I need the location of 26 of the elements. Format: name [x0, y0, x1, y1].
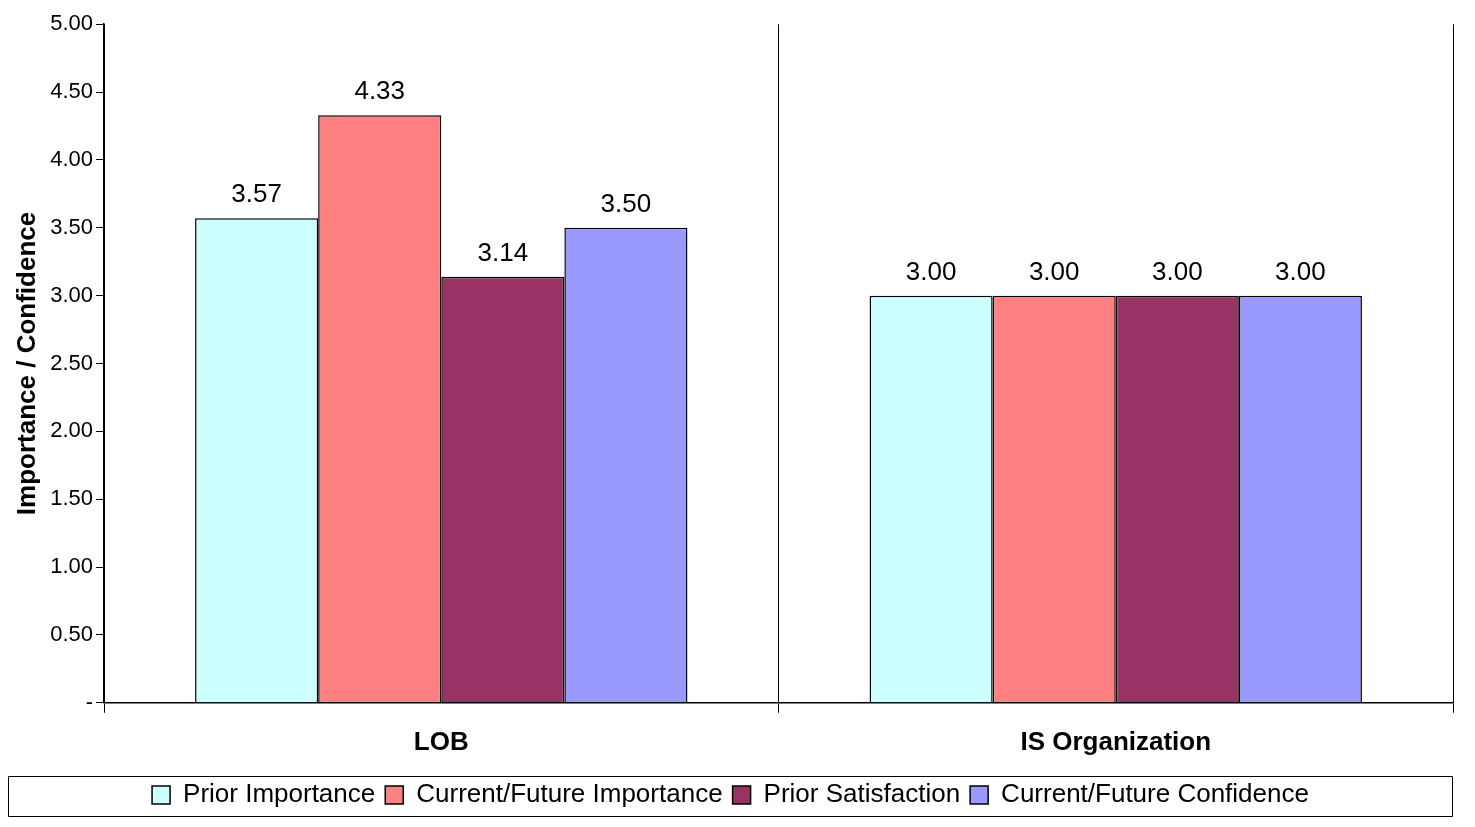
y-tick-label: 1.00 [50, 553, 94, 579]
legend-label: Current/Future Importance [416, 778, 723, 809]
y-tick-label: 0.50 [50, 621, 94, 646]
y-tick-label: 3.50 [50, 213, 94, 239]
data-label: 3.00 [905, 255, 957, 286]
y-tick-label: 5.00 [50, 10, 94, 36]
data-label: 3.14 [477, 236, 529, 267]
x-tick-label: LOB [413, 725, 469, 756]
y-tick-label: 2.00 [50, 417, 94, 443]
legend-label: Prior Satisfaction [763, 778, 961, 809]
y-axis-title: Importance / Confidence [10, 211, 41, 516]
data-label: 3.00 [1152, 255, 1203, 286]
data-label: 3.57 [231, 178, 282, 209]
x-tick-label: IS Organization [1020, 725, 1212, 756]
y-tick-label: 3.00 [50, 281, 94, 307]
legend-label: Current/Future Confidence [1001, 778, 1309, 809]
y-tick-label: 2.50 [50, 349, 94, 375]
y-tick-label: 1.50 [50, 485, 94, 511]
y-tick-label: - [85, 688, 94, 714]
data-label: 4.33 [354, 75, 406, 106]
data-label: 3.00 [1028, 255, 1080, 286]
data-label: 3.00 [1275, 255, 1326, 286]
data-label: 3.50 [600, 187, 652, 218]
y-tick-label: 4.00 [50, 145, 94, 171]
y-tick-label: 4.50 [50, 78, 94, 104]
legend-label: Prior Importance [183, 778, 376, 809]
